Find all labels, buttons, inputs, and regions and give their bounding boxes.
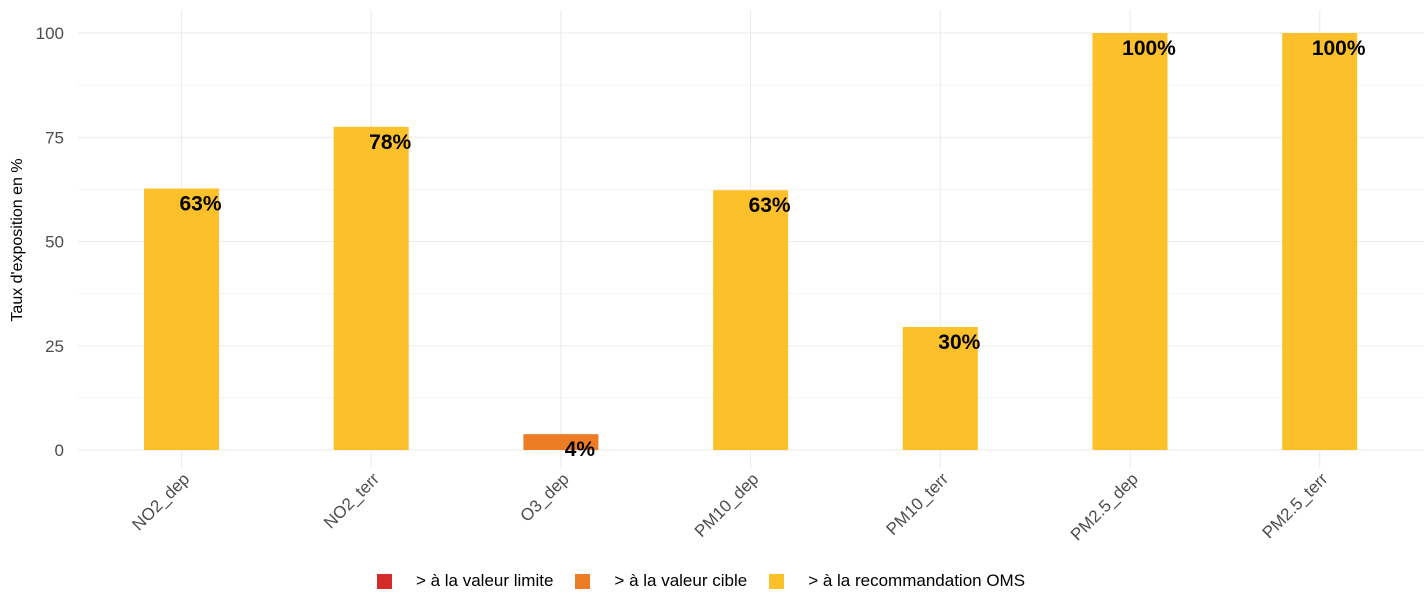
x-tick-label: PM2.5_terr [1259, 469, 1332, 542]
data-label: 63% [179, 193, 221, 216]
y-tick-label: 100 [36, 24, 64, 43]
x-tick-label: PM10_dep [691, 469, 763, 541]
x-axis-ticks: NO2_dep NO2_terr O3_dep PM10_dep PM10_terr PM… [128, 469, 1331, 544]
data-label: 78% [369, 131, 411, 154]
bar [144, 188, 219, 450]
bar [902, 326, 978, 450]
bars [144, 33, 1358, 451]
y-tick-label: 75 [45, 128, 64, 147]
data-label: 100% [1312, 37, 1366, 60]
data-label: 30% [938, 331, 980, 354]
x-tick-label: PM2.5_dep [1067, 469, 1142, 544]
data-label: 100% [1122, 37, 1176, 60]
y-axis-ticks: 0 25 50 75 100 [36, 24, 64, 460]
bar [1282, 33, 1358, 450]
data-label: 63% [749, 194, 791, 217]
x-tick-label: PM10_terr [883, 469, 953, 539]
legend-item: > à la valeur limite [376, 571, 554, 591]
legend-item: > à la valeur cible [575, 571, 747, 591]
legend-label: > à la recommandation OMS [808, 571, 1026, 590]
y-tick-label: 0 [55, 441, 64, 460]
bar [713, 190, 789, 451]
bar [1092, 33, 1168, 450]
y-tick-label: 50 [45, 233, 64, 252]
legend-key [769, 573, 785, 589]
data-label: 4% [565, 438, 596, 461]
bar [333, 126, 409, 450]
bar-chart: 0 25 50 75 100 63% 78% 4% 63% 30% 100% 100% NO2_de… [9, 10, 1424, 544]
x-tick-label: NO2_dep [128, 469, 193, 534]
y-axis-label: Taux d'exposition en % [9, 158, 26, 321]
bar [523, 434, 599, 450]
legend-item: > à la recommandation OMS [769, 571, 1025, 591]
x-tick-label: NO2_terr [320, 469, 383, 532]
legend-key [376, 573, 392, 589]
x-tick-label: O3_dep [517, 469, 573, 525]
y-tick-label: 25 [45, 337, 64, 356]
legend-key [575, 573, 591, 589]
legend-label: > à la valeur limite [415, 571, 554, 590]
data-labels: 63% 78% 4% 63% 30% 100% 100% [179, 37, 1365, 461]
legend-label: > à la valeur cible [614, 571, 748, 590]
legend: > à la valeur limite > à la valeur cible >… [0, 568, 1424, 594]
